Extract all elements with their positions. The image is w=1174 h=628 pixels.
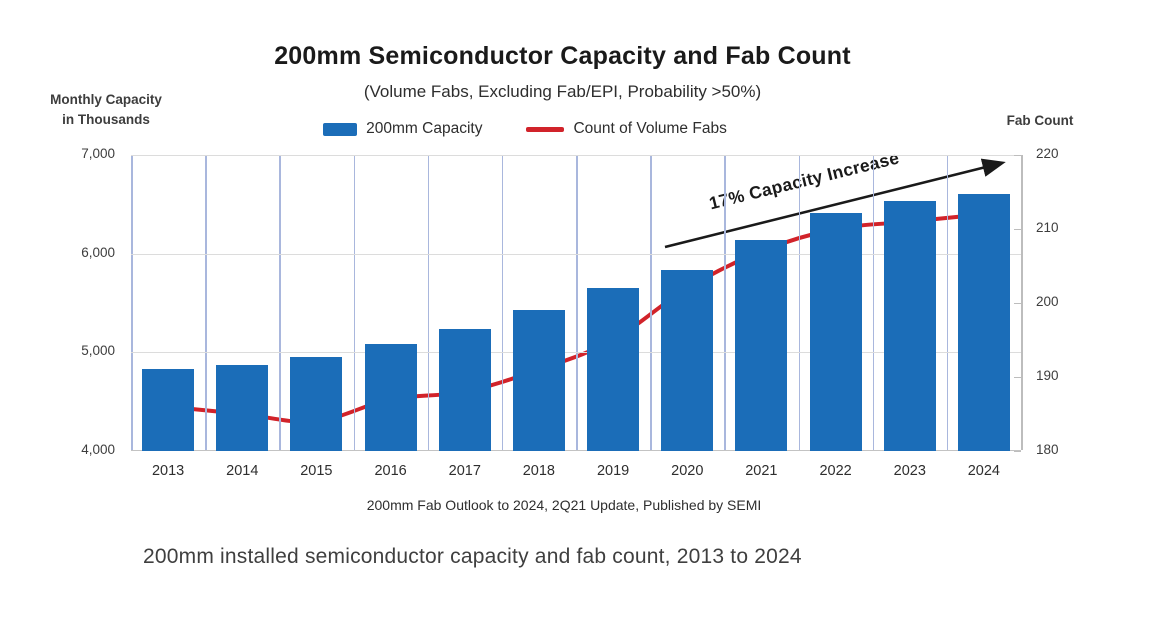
left-axis-tick-label: 7,000 — [81, 146, 115, 161]
vertical-gridline — [501, 155, 504, 450]
horizontal-gridline — [131, 155, 1021, 156]
vertical-gridline — [872, 155, 875, 450]
x-axis-label: 2016 — [374, 463, 407, 479]
bar-2016 — [364, 343, 417, 451]
x-axis-label: 2017 — [448, 463, 481, 479]
x-axis-label: 2020 — [671, 463, 704, 479]
bar-2019 — [587, 288, 640, 451]
right-axis-tick — [1014, 154, 1021, 156]
right-axis-tick-label: 210 — [1036, 220, 1059, 235]
vertical-gridline — [427, 155, 430, 450]
horizontal-gridline — [131, 352, 1021, 354]
bar-2022 — [809, 213, 862, 451]
vertical-gridline — [798, 155, 800, 450]
horizontal-gridline — [131, 253, 1021, 255]
right-axis-title: Fab Count — [1006, 113, 1074, 128]
bar-2015 — [290, 357, 343, 451]
left-axis-tick-label: 4,000 — [81, 442, 115, 457]
capacity-swatch-icon — [323, 122, 358, 136]
vertical-gridline — [576, 155, 578, 450]
bar-2013 — [142, 369, 195, 451]
vertical-gridline — [724, 155, 726, 450]
right-axis-tick-label: 200 — [1036, 294, 1059, 309]
right-axis-tick-label: 190 — [1036, 368, 1059, 383]
vertical-gridline — [353, 155, 355, 450]
left-axis-tick-label: 5,000 — [81, 343, 115, 359]
x-axis-label: 2019 — [596, 463, 630, 479]
x-axis-label: 2014 — [226, 463, 259, 479]
fabs-swatch-icon — [526, 126, 565, 132]
vertical-gridline — [205, 155, 207, 450]
legend: 200mm Capacity Count of Volume Fabs — [90, 120, 960, 138]
x-axis-label: 2021 — [745, 463, 778, 479]
source-note: 200mm Fab Outlook to 2024, 2Q21 Update, … — [366, 497, 762, 513]
plot-area: 17% Capacity Increase 2013 2014 2015 2016 20… — [81, 146, 1058, 479]
x-axis-label: 2023 — [893, 463, 926, 479]
right-axis-tick — [1014, 228, 1021, 230]
bar-2014 — [216, 365, 269, 451]
vertical-gridline — [279, 155, 281, 450]
right-axis-line — [1021, 155, 1023, 450]
right-axis-tick — [1014, 376, 1021, 378]
legend-label-capacity: 200mm Capacity — [366, 120, 483, 137]
right-axis-tick — [1014, 450, 1021, 452]
x-axis-label: 2018 — [522, 463, 555, 479]
vertical-gridline — [131, 155, 133, 450]
left-axis-tick-label: 6,000 — [81, 244, 115, 260]
right-axis-tick — [1014, 302, 1021, 304]
x-axis-label: 2022 — [819, 463, 852, 479]
legend-label-fabs: Count of Volume Fabs — [573, 120, 727, 137]
legend-item-fabs: Count of Volume Fabs — [526, 120, 727, 138]
x-axis-label: 2024 — [967, 463, 1000, 479]
bar-2023 — [883, 201, 936, 451]
figure-caption: 200mm installed semiconductor capacity a… — [143, 545, 802, 568]
bar-2024 — [957, 193, 1010, 451]
vertical-gridline — [946, 155, 949, 450]
bar-2020 — [661, 270, 714, 451]
right-axis-tick-label: 180 — [1036, 442, 1059, 457]
bar-2018 — [512, 309, 565, 451]
bar-2021 — [735, 239, 788, 451]
trend-arrow-icon — [664, 158, 1006, 249]
x-axis-label: 2015 — [300, 463, 333, 479]
vertical-gridline — [650, 155, 652, 450]
left-axis-title: Monthly Capacity in Thousands — [50, 92, 162, 127]
bar-2017 — [438, 328, 491, 451]
chart-subtitle: (Volume Fabs, Excluding Fab/EPI, Probabi… — [363, 82, 762, 101]
x-axis-label: 2013 — [151, 463, 185, 479]
right-axis-tick-label: 220 — [1036, 146, 1059, 161]
chart-figure: 200mm Semiconductor Capacity and Fab Cou… — [50, 42, 1074, 513]
legend-item-capacity: 200mm Capacity — [323, 120, 482, 138]
chart-title: 200mm Semiconductor Capacity and Fab Cou… — [274, 42, 851, 70]
